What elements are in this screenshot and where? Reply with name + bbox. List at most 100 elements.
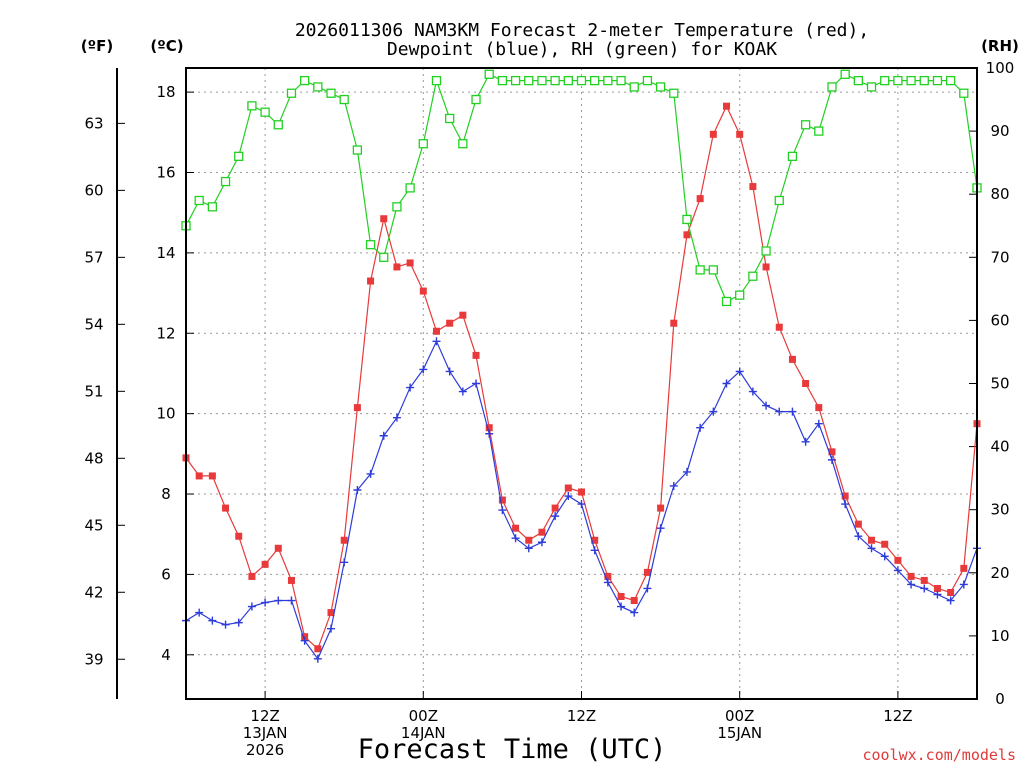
rh-point — [194, 195, 204, 206]
dewpoint-point — [827, 455, 836, 464]
rh-point — [761, 246, 771, 256]
temperature-point — [406, 259, 414, 267]
rh-point — [840, 69, 850, 79]
temperature-point — [564, 484, 572, 492]
dewpoint-point — [801, 437, 810, 446]
x-tick-label: 12Z — [883, 707, 912, 725]
rh-point — [880, 75, 890, 86]
temperature-point — [419, 287, 427, 295]
rh-point — [563, 75, 573, 86]
dewpoint-point — [485, 429, 494, 438]
temperature-point — [643, 568, 651, 576]
dewpoint-point — [946, 596, 955, 605]
dewpoint-point — [577, 500, 586, 509]
dewpoint-point — [682, 467, 691, 476]
rh-point — [866, 82, 877, 92]
rh-point — [629, 82, 639, 92]
dewpoint-point — [366, 469, 375, 478]
temperature-point — [630, 597, 638, 605]
dewpoint-point — [814, 419, 823, 428]
rh-tick-label: 0 — [995, 690, 1005, 708]
x-tick-label: 12Z — [567, 707, 596, 725]
dewpoint-point — [274, 596, 283, 605]
temperature-point — [749, 183, 757, 191]
dewpoint-point — [669, 481, 678, 490]
temperature-point — [222, 504, 230, 512]
x-tick-label: 00Z — [725, 707, 754, 725]
temperature-point — [446, 319, 454, 327]
rh-tick-label: 90 — [990, 122, 1009, 140]
temperature-point — [841, 492, 849, 500]
rh-point — [721, 296, 732, 307]
temperature-point — [868, 536, 876, 544]
dewpoint-point — [458, 387, 467, 396]
temperature-point — [393, 263, 401, 271]
rh-point — [537, 75, 547, 86]
x-tick-label: 14JAN — [401, 724, 446, 742]
celsius-tick-label: 14 — [156, 244, 175, 262]
dewpoint-point — [551, 512, 560, 521]
rh-point — [827, 82, 837, 92]
dewpoint-point — [709, 407, 718, 416]
x-tick-label: 13JAN — [243, 724, 288, 742]
dewpoint-point — [300, 636, 309, 645]
fahrenheit-tick-label: 60 — [84, 181, 103, 199]
dewpoint-series — [182, 337, 981, 663]
rh-point — [576, 75, 587, 86]
temperature-point — [617, 593, 625, 601]
rh-point — [550, 75, 560, 86]
x-tick-label: 2026 — [246, 741, 284, 759]
fahrenheit-tick-label: 42 — [84, 583, 103, 601]
temperature-point — [432, 327, 440, 335]
celsius-tick-label: 8 — [161, 485, 171, 503]
rh-point — [379, 252, 389, 262]
chart-title-line-2: Dewpoint (blue), RH (green) for KOAK — [387, 39, 777, 60]
rh-point — [787, 151, 798, 161]
dewpoint-point — [762, 401, 771, 410]
temperature-point — [261, 560, 269, 568]
dewpoint-point — [247, 602, 256, 611]
rh-tick-label: 100 — [986, 59, 1015, 77]
temperature-point — [894, 556, 902, 564]
rh-point — [800, 120, 811, 130]
temperature-point — [380, 215, 388, 223]
dewpoint-point — [234, 618, 243, 627]
dewpoint-point — [603, 578, 612, 587]
temperature-point — [802, 380, 810, 387]
dewpoint-point — [959, 580, 968, 589]
temperature-point — [248, 572, 256, 580]
dewpoint-point — [340, 558, 349, 567]
x-axis-label: Forecast Time (UTC) — [358, 734, 667, 765]
rh-point — [510, 75, 521, 86]
dewpoint-point — [630, 608, 639, 617]
rh-point — [814, 126, 824, 136]
dewpoint-point — [221, 620, 230, 629]
rh-point — [234, 151, 244, 161]
dewpoint-point — [524, 544, 533, 553]
rh-point — [405, 183, 415, 193]
dewpoint-point — [419, 365, 428, 374]
dewpoint-point — [643, 584, 652, 593]
temperature-point — [472, 351, 480, 359]
temperature-point — [709, 130, 717, 138]
temperature-point — [367, 277, 375, 285]
rh-point — [273, 120, 283, 130]
temperature-point — [235, 532, 243, 540]
fahrenheit-axis-unit: (ºF) — [81, 37, 113, 55]
dewpoint-point — [933, 590, 942, 599]
rh-point — [418, 139, 428, 149]
temperature-point — [854, 520, 862, 528]
dewpoint-point — [564, 492, 573, 501]
fahrenheit-tick-label: 39 — [84, 650, 103, 668]
rh-point — [919, 75, 929, 86]
rh-point — [616, 75, 626, 86]
rh-point — [748, 271, 758, 281]
dewpoint-point — [854, 532, 863, 541]
rh-tick-label: 80 — [990, 185, 1009, 203]
dewpoint-point — [748, 387, 757, 396]
dewpoint-point — [327, 624, 336, 633]
rh-point — [945, 75, 956, 86]
dewpoint-point — [313, 654, 322, 663]
dewpoint-point — [379, 431, 388, 440]
temperature-point — [274, 544, 282, 552]
